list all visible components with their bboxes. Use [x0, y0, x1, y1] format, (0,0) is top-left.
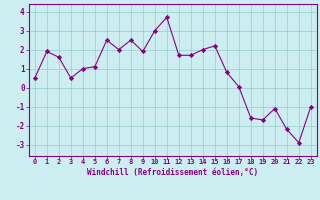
X-axis label: Windchill (Refroidissement éolien,°C): Windchill (Refroidissement éolien,°C): [87, 168, 258, 177]
